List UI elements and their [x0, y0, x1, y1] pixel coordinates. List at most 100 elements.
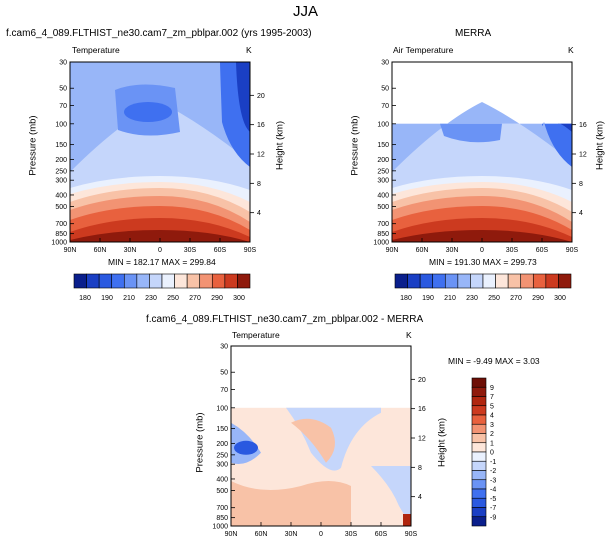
colorbar-swatch — [419, 273, 434, 289]
colorbar-label: 290 — [211, 295, 223, 302]
obs-colorbar: 180 190 210 230 250 270 290 300 — [394, 273, 572, 302]
colorbar-label: -5 — [490, 496, 496, 503]
colorbar-label: 300 — [554, 295, 566, 302]
colorbar-swatch — [211, 273, 226, 289]
height-tick-label: 12 — [579, 152, 587, 159]
height-tick-label: 4 — [579, 210, 583, 217]
lat-tick-label: 90S — [405, 531, 418, 538]
tropopause-cold-region — [440, 123, 502, 143]
height-tick-label: 8 — [579, 181, 583, 188]
colorbar-swatch — [149, 273, 163, 289]
pressure-tick-label: 100 — [216, 405, 228, 412]
pressure-tick-label: 70 — [381, 103, 389, 110]
lat-tick-label: 90N — [64, 247, 77, 254]
colorbar-label: 300 — [233, 295, 245, 302]
colorbar-swatch — [495, 273, 509, 289]
pressure-tick-label: 400 — [55, 192, 67, 199]
height-tick-label: 12 — [418, 436, 426, 443]
colorbar-swatch — [471, 470, 487, 481]
model-min-max: MIN = 182.17 MAX = 299.84 — [108, 257, 216, 267]
diff-cold-core — [234, 440, 258, 455]
colorbar-swatch — [471, 451, 487, 462]
model-pressure-axis-label: Pressure (mb) — [27, 115, 39, 176]
colorbar-swatch — [394, 273, 408, 289]
pressure-tick-label: 50 — [220, 370, 228, 377]
height-tick-label: 16 — [418, 406, 426, 413]
colorbar-swatch — [507, 273, 522, 289]
pressure-tick-label: 100 — [377, 121, 389, 128]
diff-temperature-contour-plot: 305070100150200250300400500700850100090N… — [212, 344, 425, 539]
height-tick-label: 20 — [418, 377, 426, 384]
pressure-tick-label: 700 — [377, 221, 389, 228]
colorbar-swatch — [123, 273, 138, 289]
diff-colorbar: 9 7 5 4 3 2 1 0 -1 -2 -3 -4 -5 -7 -9 — [471, 377, 496, 527]
colorbar-swatch — [545, 273, 559, 289]
pressure-tick-label: 200 — [216, 441, 228, 448]
colorbar-swatch — [86, 273, 100, 289]
colorbar-swatch — [471, 516, 487, 527]
colorbar-label: 3 — [490, 422, 494, 429]
colorbar-swatch — [471, 433, 487, 444]
pressure-tick-label: 400 — [216, 476, 228, 483]
colorbar-label: 4 — [490, 413, 494, 420]
colorbar-swatch — [432, 273, 446, 289]
colorbar-label: -1 — [490, 459, 496, 466]
colorbar-swatch — [471, 507, 487, 518]
pressure-tick-label: 850 — [216, 515, 228, 522]
colorbar-swatch — [174, 273, 188, 289]
stratosphere-band — [392, 102, 572, 172]
diff-warm-spot — [403, 514, 411, 526]
colorbar-swatch — [161, 273, 175, 289]
model-height-axis-label: Height (km) — [274, 120, 286, 171]
colorbar-swatch — [471, 488, 487, 499]
pressure-tick-label: 1000 — [373, 240, 389, 247]
colorbar-swatch — [532, 273, 547, 289]
obs-variable-label: Air Temperature — [393, 45, 454, 55]
lat-tick-label: 60N — [255, 531, 268, 538]
colorbar-label: 250 — [167, 295, 179, 302]
height-tick-label: 4 — [418, 494, 422, 501]
pressure-tick-label: 500 — [377, 204, 389, 211]
colorbar-label: 190 — [101, 295, 113, 302]
diff-panel-title: f.cam6_4_089.FLTHIST_ne30.cam7_zm_pblpar… — [146, 314, 424, 325]
pressure-tick-label: 1000 — [212, 524, 228, 531]
pressure-tick-label: 150 — [377, 142, 389, 149]
season-title: JJA — [292, 3, 318, 20]
pressure-tick-label: 200 — [377, 157, 389, 164]
polar-cold-band — [542, 122, 572, 167]
colorbar-swatch — [471, 423, 487, 434]
model-colorbar: 180 190 210 230 250 270 290 300 — [73, 273, 251, 302]
colorbar-swatch — [407, 273, 421, 289]
pressure-tick-label: 500 — [216, 488, 228, 495]
pressure-tick-label: 150 — [216, 426, 228, 433]
colorbar-label: 7 — [490, 394, 494, 401]
lat-tick-label: 60S — [375, 531, 388, 538]
colorbar-label: 270 — [510, 295, 522, 302]
colorbar-label: 210 — [444, 295, 456, 302]
colorbar-swatch — [470, 273, 484, 289]
lat-tick-label: 90S — [566, 247, 579, 254]
lat-tick-label: 30S — [345, 531, 358, 538]
height-tick-label: 20 — [257, 93, 265, 100]
colorbar-label: 2 — [490, 431, 494, 438]
colorbar-label: 180 — [79, 295, 91, 302]
pressure-tick-label: 150 — [55, 142, 67, 149]
obs-pressure-axis-label: Pressure (mb) — [349, 115, 361, 176]
height-tick-label: 12 — [257, 152, 265, 159]
height-tick-label: 8 — [257, 181, 261, 188]
pressure-tick-label: 70 — [220, 387, 228, 394]
colorbar-swatch — [471, 442, 487, 453]
pressure-tick-label: 300 — [377, 178, 389, 185]
temperature-band — [392, 230, 572, 242]
pressure-tick-label: 30 — [381, 60, 389, 67]
pressure-tick-label: 400 — [377, 192, 389, 199]
obs-min-max: MIN = 191.30 MAX = 299.73 — [429, 257, 537, 267]
temperature-band — [70, 230, 250, 242]
colorbar-swatch — [444, 273, 459, 289]
diff-warm-lower — [231, 481, 351, 526]
pressure-tick-label: 300 — [55, 178, 67, 185]
colorbar-swatch — [136, 273, 150, 289]
lat-tick-label: 90N — [386, 247, 399, 254]
pressure-tick-label: 300 — [216, 462, 228, 469]
colorbar-swatch — [224, 273, 238, 289]
